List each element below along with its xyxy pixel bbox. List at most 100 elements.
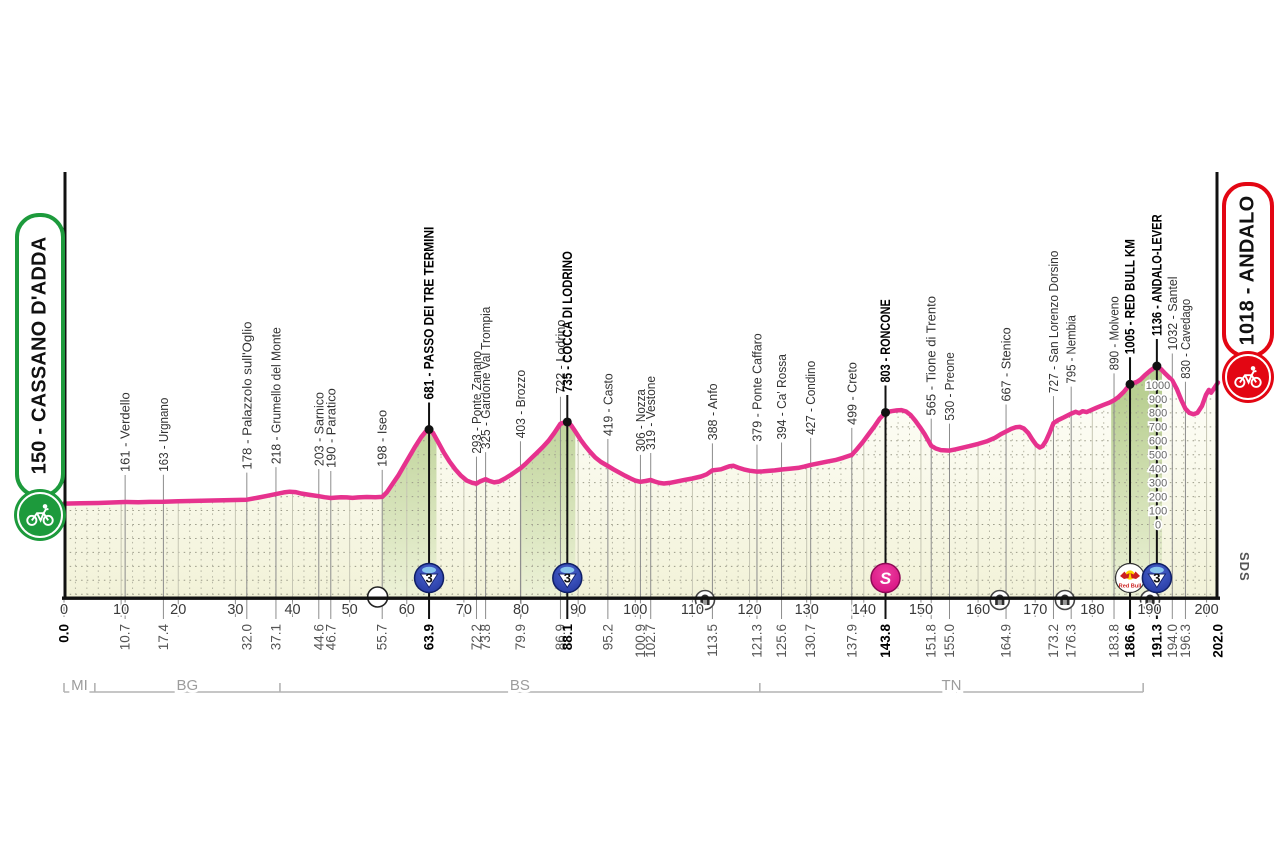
climb-band [1111,366,1163,598]
km-value-label: 151.8 [924,624,939,658]
svg-text:Red Bull: Red Bull [1119,584,1142,590]
cat3-climb-icon: 3 [413,562,445,594]
elevation-scale-label: 500 [1149,450,1167,462]
finish-cyclist-icon [1225,354,1271,400]
province-label: TN [941,677,961,694]
km-axis-tick-label: 40 [284,602,300,618]
km-value-label: 186.6 [1123,624,1138,658]
km-value-label: 55.7 [375,624,390,650]
km-axis-tick-label: 0 [60,602,68,618]
km-axis-tick-label: 90 [570,602,586,618]
elevation-scale-label: 300 [1149,477,1167,489]
elevation-scale-label: 100 [1149,505,1167,517]
summit-dot [1125,379,1135,389]
km-value-label: 125.6 [774,624,789,658]
waypoint-label: 161 - Verdello [118,392,133,472]
tunnel-icon [1054,589,1076,611]
waypoint-label: 218 - Grumello del Monte [268,327,283,464]
finish-town-pill: 1018 - ANDALO [1222,182,1274,400]
km-value-label: 130.7 [803,624,818,658]
waypoint-label: 735 - COCCA DI LODRINO [559,251,575,392]
start-town-label: 150 - CASSANO D'ADDA [28,236,51,475]
km-value-label: 121.3 [749,624,764,658]
km-value-label: 86.9 [553,624,568,650]
summit-dot [1152,361,1162,371]
waypoint-label: 190 - Paratico [323,388,338,468]
km-axis-tick-label: 190 [1137,602,1161,618]
waypoint-label: 530 - Preone [942,352,957,420]
km-value-label: 72.2 [469,624,484,650]
province-label: MI [71,677,88,694]
svg-text:S: S [880,569,892,588]
km-value-label: 143.8 [878,624,893,658]
summit-dot [562,417,572,427]
km-value-label: 32.0 [239,624,254,650]
waypoint-label: 419 - Casto [600,373,615,436]
province-label: BS [510,677,530,694]
waypoint-label: 667 - Stenico [999,327,1014,401]
waypoint-label: 319 - Vestone [643,376,658,450]
km-value-label: 73.8 [478,624,493,650]
km-axis-tick-label: 200 [1194,602,1218,618]
km-axis-tick-label: 140 [852,602,876,618]
km-value-label: 95.2 [600,624,615,650]
km-value-labels: 10.7 17.4 32.0 37.1 44.646.7 55.7 63.9 72.273.8… [57,624,1226,658]
km-axis-tick-label: 110 [681,602,704,618]
km-value-label: 37.1 [268,624,283,650]
cat3-climb-icon: 3 [552,562,583,594]
waypoint-label: 1136 - ANDALO-LEVER [1148,214,1164,336]
km-axis-tick-label: 60 [399,602,415,618]
waypoint-label: 890 - Molveno [1107,296,1122,370]
waypoint-label: 830 - Cavedago [1178,299,1193,379]
km-value-label: 10.7 [118,624,133,650]
waypoint-label: 379 - Ponte Caffaro [749,333,764,441]
km-axis-tick-label: 50 [342,602,358,618]
km-value-label: 137.9 [844,624,859,658]
elevation-scale-label: 600 [1149,436,1167,448]
km-axis-tick-label: 70 [456,602,472,618]
km-axis-tick-label: 130 [795,602,819,618]
svg-text:3: 3 [425,570,432,585]
waypoint-label: 795 - Nembia [1064,315,1079,384]
km-value-label: 176.3 [1064,624,1079,658]
redbull-km-icon: Red Bull [1114,562,1146,594]
km-axis-tick-label: 30 [227,602,243,618]
km-value-label: 164.9 [999,624,1014,658]
km-value-label: 100.9 [633,624,648,658]
start-cyclist-icon [17,492,63,538]
waypoint-label: 203 - Sarnico [311,392,326,466]
elevation-scale-label: 700 [1149,422,1167,434]
tunnel-icon [989,589,1011,611]
km-value-label: 102.7 [643,624,658,658]
km-value-label: 196.3 [1178,624,1193,658]
km-value-label: 183.8 [1107,624,1122,658]
svg-text:3: 3 [1153,570,1160,585]
km-axis-tick-label: 170 [1023,602,1047,618]
km-value-label: 63.9 [422,624,437,650]
km-value-label: 155.0 [942,624,957,658]
km-value-label: 191.3 [1149,624,1164,658]
km-axis-tick-label: 120 [737,602,761,618]
km-axis-tick-label: 160 [966,602,990,618]
km-value-label: 17.4 [156,624,171,651]
elevation-scale-label: 0 [1155,519,1161,531]
waypoint-label: 499 - Creto [844,362,859,425]
waypoint-label: 681 - PASSO DEI TRE TERMINI [421,227,437,400]
km-value-label: 202.0 [1211,624,1226,658]
waypoint-label: 403 - Brozzo [513,370,528,438]
km-value-label: 0.0 [57,624,72,643]
province-label: BG [177,677,199,694]
provinces-row: MI BG BS TN [63,674,1144,697]
waypoint-label: 163 - Urgnano [156,398,171,472]
km-axis-tick-label: 100 [623,602,647,618]
km-value-label: 46.7 [323,624,338,650]
svg-text:3: 3 [564,570,571,585]
sprint-icon: S [870,562,901,594]
waypoint-label: 427 - Condino [803,361,818,435]
waypoint-label: 178 - Palazzolo sull'Oglio [239,321,254,469]
waypoint-label: 565 - Tione di Trento [924,296,939,416]
km-axis: 0 10 20 30 40 50 60 70 80 90 100 110 120 130 140 150 160… [58,600,1220,620]
